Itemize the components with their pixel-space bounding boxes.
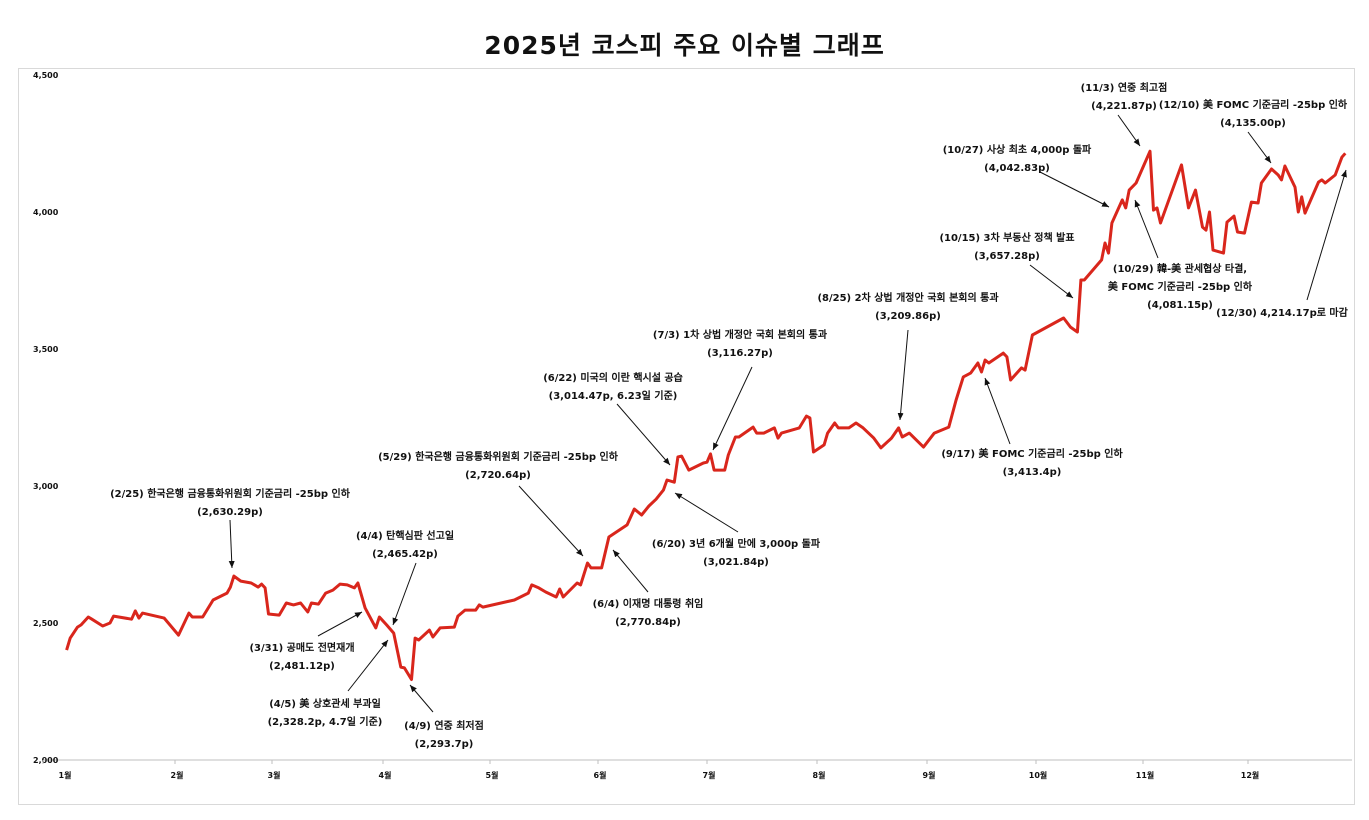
x-tick-label: 11월 <box>1136 770 1155 780</box>
annotation-label: (10/15) 3차 부동산 정책 발표 <box>939 231 1074 244</box>
annotation-label: (2,481.12p) <box>269 661 335 672</box>
annotation-label: (3,116.27p) <box>707 348 773 359</box>
annotation-arrow <box>409 684 434 713</box>
annotation: (6/20) 3년 6개월 만에 3,000p 돌파 (3,021.84p) <box>652 492 821 568</box>
annotation-arrow <box>612 549 649 593</box>
annotation-arrow <box>674 492 739 533</box>
annotation: (10/29) 韓-美 관세협상 타결, 美 FOMC 기준금리 -25bp 인하… <box>1108 199 1253 311</box>
annotation-arrow <box>1306 169 1347 301</box>
x-tick-label: 3월 <box>268 770 281 780</box>
annotation: (6/22) 미국의 이란 핵시설 공습 (3,014.47p, 6.23일 기준… <box>543 371 683 466</box>
x-tick-label: 6월 <box>594 770 607 780</box>
x-tick-label: 4월 <box>379 770 392 780</box>
annotation-arrow <box>712 366 753 451</box>
annotation-label: (4,081.15p) <box>1147 300 1213 311</box>
annotation-label: (7/3) 1차 상법 개정안 국회 본회의 통과 <box>653 328 828 341</box>
kospi-series-line <box>65 149 1347 681</box>
annotation: (8/25) 2차 상법 개정안 국회 본회의 통과 (3,209.86p) <box>817 291 999 421</box>
annotation-label: (4/9) 연중 최저점 <box>404 719 484 732</box>
annotation-label: (4,042.83p) <box>984 163 1050 174</box>
annotation-arrow <box>1247 131 1272 164</box>
annotation: (4/5) 美 상호관세 부과일 (2,328.2p, 4.7일 기준) <box>268 639 389 728</box>
annotation: (5/29) 한국은행 금융통화위원회 기준금리 -25bp 인하 (2,720.… <box>378 450 619 557</box>
annotation-label: (2,770.84p) <box>615 617 681 628</box>
annotation-label: 美 FOMC 기준금리 -25bp 인하 <box>1108 280 1253 293</box>
annotation-label: (6/22) 미국의 이란 핵시설 공습 <box>543 371 683 384</box>
annotation-arrow <box>228 519 235 569</box>
x-tick-label: 9월 <box>923 770 936 780</box>
y-tick-label: 2,000 <box>33 756 59 765</box>
annotation-label: (9/17) 美 FOMC 기준금리 -25bp 인하 <box>941 447 1123 460</box>
y-tick-label: 2,500 <box>33 619 59 628</box>
annotation: (11/3) 연중 최고점 (4,221.87p) <box>1081 81 1168 147</box>
annotation: (7/3) 1차 상법 개정안 국회 본회의 통과 (3,116.27p) <box>653 328 828 451</box>
annotation-label: (12/30) 4,214.17p로 마감 <box>1216 306 1348 319</box>
annotation: (3/31) 공매도 전면재개 (2,481.12p) <box>249 611 363 672</box>
annotation-label: (2,465.42p) <box>372 549 438 560</box>
annotation-arrow <box>347 639 389 692</box>
annotation: (2/25) 한국은행 금융통화위원회 기준금리 -25bp 인하 (2,630.… <box>110 487 351 569</box>
annotation-arrow <box>1117 114 1141 147</box>
annotation-label: (10/29) 韓-美 관세협상 타결, <box>1113 262 1247 275</box>
annotation-label: (4,135.00p) <box>1220 118 1286 129</box>
annotation-label: (4,221.87p) <box>1091 101 1157 112</box>
annotation-label: (2,630.29p) <box>197 507 263 518</box>
annotation: (4/9) 연중 최저점 (2,293.7p) <box>404 684 484 750</box>
annotation-arrow <box>1134 199 1159 259</box>
annotation-label: (2,293.7p) <box>415 739 474 750</box>
annotation-arrow <box>317 611 363 637</box>
annotation: (6/4) 이재명 대통령 취임 (2,770.84p) <box>593 549 704 628</box>
annotation-arrow <box>616 403 671 466</box>
annotation-label: (12/10) 美 FOMC 기준금리 -25bp 인하 <box>1159 98 1348 111</box>
annotation-label: (2/25) 한국은행 금융통화위원회 기준금리 -25bp 인하 <box>110 487 351 500</box>
annotation: (10/27) 사상 최초 4,000p 돌파 (4,042.83p) <box>943 143 1110 208</box>
annotation-label: (4/5) 美 상호관세 부과일 <box>269 697 381 710</box>
annotation-label: (3,014.47p, 6.23일 기준) <box>549 389 678 402</box>
annotation-arrow <box>518 485 584 557</box>
annotation-label: (2,720.64p) <box>465 470 531 481</box>
annotation-label: (2,328.2p, 4.7일 기준) <box>268 715 383 728</box>
annotation-arrow <box>897 329 909 421</box>
y-tick-label: 3,500 <box>33 345 59 354</box>
annotation-label: (3,657.28p) <box>974 251 1040 262</box>
annotation-label: (11/3) 연중 최고점 <box>1081 81 1168 94</box>
annotation-label: (4/4) 탄핵심판 선고일 <box>356 529 454 542</box>
annotation-arrow <box>1039 171 1110 208</box>
annotation-label: (6/4) 이재명 대통령 취임 <box>593 597 704 610</box>
annotation-label: (3,413.4p) <box>1003 467 1062 478</box>
annotation-label: (3,021.84p) <box>703 557 769 568</box>
annotation-label: (5/29) 한국은행 금융통화위원회 기준금리 -25bp 인하 <box>378 450 619 463</box>
chart-title: 2025년 코스피 주요 이슈별 그래프 <box>484 31 885 60</box>
annotation: (9/17) 美 FOMC 기준금리 -25bp 인하 (3,413.4p) <box>941 377 1123 478</box>
annotation-label: (6/20) 3년 6개월 만에 3,000p 돌파 <box>652 537 821 550</box>
x-tick-label: 10월 <box>1029 770 1048 780</box>
annotation: (4/4) 탄핵심판 선고일 (2,465.42p) <box>356 529 454 626</box>
annotation-arrow <box>1029 264 1074 299</box>
x-tick-label: 1월 <box>59 770 72 780</box>
annotation-label: (10/27) 사상 최초 4,000p 돌파 <box>943 143 1092 156</box>
annotation: (12/10) 美 FOMC 기준금리 -25bp 인하 (4,135.00p) <box>1159 98 1348 164</box>
annotation: (10/15) 3차 부동산 정책 발표 (3,657.28p) <box>939 231 1075 299</box>
x-tick-label: 2월 <box>171 770 184 780</box>
annotation-label: (8/25) 2차 상법 개정안 국회 본회의 통과 <box>817 291 999 304</box>
annotation-arrow <box>984 377 1011 445</box>
annotation-arrow <box>392 562 417 626</box>
annotation-label: (3,209.86p) <box>875 311 941 322</box>
x-tick-label: 5월 <box>486 770 499 780</box>
chart-frame <box>18 68 1355 805</box>
y-tick-label: 4,500 <box>33 71 59 80</box>
annotation-label: (3/31) 공매도 전면재개 <box>249 641 354 654</box>
x-tick-label: 7월 <box>703 770 716 780</box>
annotation: (12/30) 4,214.17p로 마감 <box>1216 169 1349 319</box>
x-tick-label: 8월 <box>813 770 826 780</box>
y-tick-label: 4,000 <box>33 208 59 217</box>
y-tick-label: 3,000 <box>33 482 59 491</box>
x-tick-label: 12월 <box>1241 770 1260 780</box>
